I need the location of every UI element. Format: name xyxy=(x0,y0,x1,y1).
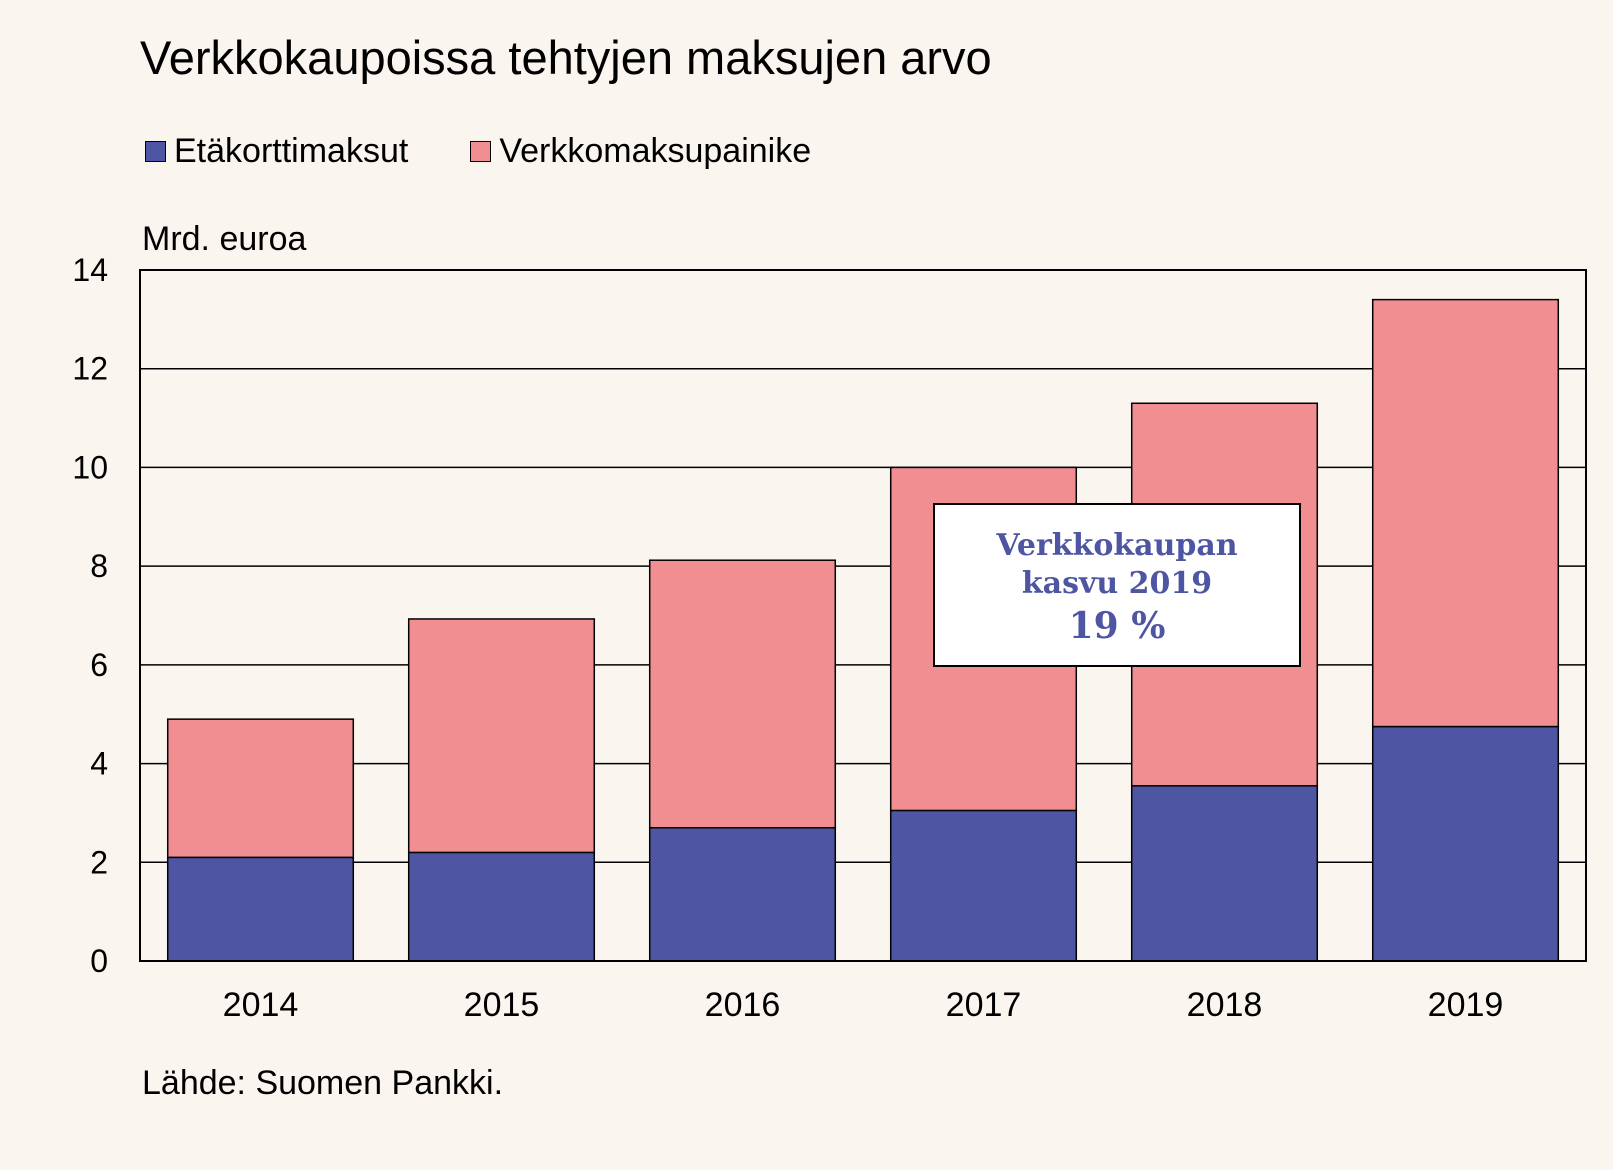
bar-segment-etakorttimaksut xyxy=(407,851,596,962)
callout-line-2: kasvu 2019 xyxy=(1021,566,1213,601)
legend-label-verkkomaksupainike: Verkkomaksupainike xyxy=(499,132,812,170)
y-tick-label: 6 xyxy=(90,647,108,683)
legend-swatch-verkkomaksupainike xyxy=(470,141,492,162)
y-tick-label: 14 xyxy=(72,252,108,288)
plot-area-frame xyxy=(139,269,1587,962)
bar-segment-etakorttimaksut xyxy=(889,809,1078,962)
y-axis-unit-label: Mrd. euroa xyxy=(142,220,307,258)
legend-item-etakorttimaksut: Etäkorttimaksut xyxy=(145,132,408,171)
y-tick-label: 8 xyxy=(90,548,108,584)
x-tick-label: 2014 xyxy=(223,986,299,1024)
y-tick-label: 0 xyxy=(90,943,108,979)
legend-swatch-etakorttimaksut xyxy=(145,141,166,162)
bar-segment-verkkomaksupainike xyxy=(407,618,596,854)
y-tick-label: 4 xyxy=(90,746,108,782)
x-tick-label: 2015 xyxy=(464,986,540,1024)
legend-item-verkkomaksupainike: Verkkomaksupainike xyxy=(470,132,811,171)
legend-label-etakorttimaksut: Etäkorttimaksut xyxy=(174,132,409,170)
source-note: Lähde: Suomen Pankki. xyxy=(142,1064,504,1102)
x-tick-label: 2017 xyxy=(946,986,1022,1024)
bar-segment-verkkomaksupainike xyxy=(1371,298,1560,728)
y-tick-label: 12 xyxy=(72,351,108,387)
bar-segment-verkkomaksupainike xyxy=(648,559,837,829)
bar-segment-etakorttimaksut xyxy=(166,856,355,962)
chart-legend: Etäkorttimaksut Verkkomaksupainike xyxy=(145,132,873,171)
bar-segment-etakorttimaksut xyxy=(1130,785,1319,962)
chart-title: Verkkokaupoissa tehtyjen maksujen arvo xyxy=(140,31,992,84)
growth-callout-box: Verkkokaupan kasvu 2019 19 % xyxy=(933,503,1301,667)
x-tick-label: 2018 xyxy=(1187,986,1263,1024)
x-tick-label: 2016 xyxy=(705,986,781,1024)
callout-percentage: 19 % xyxy=(1068,605,1166,647)
bar-segment-etakorttimaksut xyxy=(1371,725,1560,962)
y-tick-label: 2 xyxy=(90,844,108,880)
x-tick-label: 2019 xyxy=(1428,986,1504,1024)
callout-line-1: Verkkokaupan xyxy=(996,528,1238,563)
bar-segment-etakorttimaksut xyxy=(648,826,837,962)
bar-segment-verkkomaksupainike xyxy=(166,718,355,859)
y-tick-label: 10 xyxy=(72,449,108,485)
